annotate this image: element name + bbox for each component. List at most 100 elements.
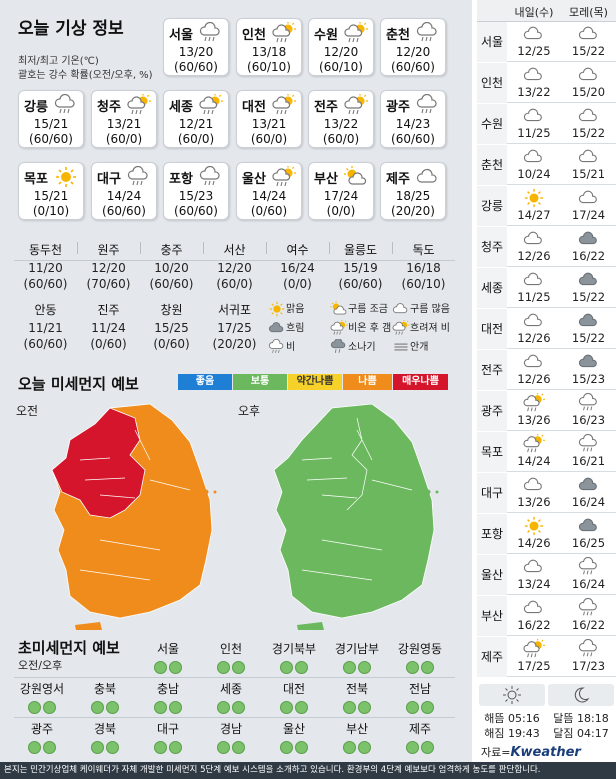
pm-map-am (51, 403, 217, 630)
day2-temp: 16/25 (571, 536, 606, 550)
ultra-city-name: 서울 (156, 642, 180, 656)
mini-city-prob: (60/0) (216, 277, 253, 291)
source-prefix: 자료= (481, 746, 511, 759)
ultra-level-dots (141, 699, 195, 718)
city-prob: (60/0) (177, 132, 215, 146)
sun-icon (269, 301, 285, 317)
pm-level-dot (43, 701, 56, 714)
city-card-2: 수원 12/20 (60/10) (308, 18, 374, 76)
cloud-icon (416, 168, 437, 183)
sun-icon (524, 516, 544, 536)
forecast-city: 청주 (477, 227, 507, 267)
mini-city-2: 충주 10/20 (60/60) (140, 240, 203, 298)
sun-cloud-rain-icon (344, 94, 368, 115)
rain-cloud-icon (578, 393, 597, 411)
city-name: 강릉 (24, 100, 48, 115)
sun-icon (56, 167, 76, 187)
mini-city-prob: (60/60) (338, 277, 383, 291)
pm-pm-label: 오후 (238, 404, 261, 418)
column-divider (329, 242, 330, 254)
day2-cell: 15/20 (561, 63, 616, 103)
column-divider (203, 242, 204, 254)
day2-temp: 15/22 (571, 44, 606, 58)
rain-cloud-icon (127, 166, 148, 186)
legend-item: 구름 많음 (392, 300, 450, 317)
city-temp: 13/22 (323, 117, 359, 131)
forecast-row: 수원 11/25 15/22 (477, 104, 616, 144)
moonrise-text: 달뜸 18:18 (553, 712, 609, 725)
cloud-icon (523, 313, 542, 327)
city-prob: (60/60) (174, 204, 218, 218)
city-prob: (0/0) (326, 204, 356, 218)
legend-label: 구름 많음 (410, 304, 450, 315)
sun-cloud-rain-icon (523, 393, 545, 412)
ultra-city-name: 경북 (93, 722, 117, 736)
day2-temp: 16/21 (571, 454, 606, 468)
column-divider (266, 242, 267, 254)
day1-temp: 11/25 (517, 290, 551, 304)
ultra-city-name: 울산 (282, 722, 306, 736)
sun-cloud-rain-icon (392, 320, 410, 335)
city-temp: 14/24 (251, 189, 287, 203)
city-card-15: 제주 18/25 (20/20) (380, 162, 446, 220)
mini-city-name: 울릉도 (343, 243, 378, 257)
city-prob: (60/60) (29, 132, 73, 146)
pm-map-pm (273, 403, 439, 630)
mini-city-name: 동두천 (28, 243, 63, 257)
am-level-dot (406, 741, 419, 754)
ultra-level-dots (267, 699, 321, 718)
legend-item: 안개 (392, 338, 428, 355)
city-card-4: 강릉 15/21 (60/60) (18, 90, 84, 148)
cloud-icon (578, 149, 597, 163)
forecast-city: 전주 (477, 350, 507, 390)
day1-temp: 14/26 (517, 536, 551, 550)
sun-cloud-rain-icon (199, 94, 223, 115)
mini-city-prob: (60/60) (149, 277, 194, 291)
city-temp: 15/21 (33, 189, 69, 203)
ultra-sub: 오전/오후 (18, 659, 63, 672)
mini-city-name: 여수 (286, 243, 309, 257)
ultra-level-dots (267, 739, 321, 758)
day2-temp: 15/22 (571, 126, 606, 140)
day2-cell: 15/22 (561, 22, 616, 62)
dark-cloud-icon (268, 322, 284, 333)
sun-cloud-rain-icon (272, 22, 296, 43)
mini-city-prob: (60/10) (401, 277, 446, 291)
pm-level-2: 약간나쁨 (288, 374, 342, 390)
city-temp: 13/20 (178, 45, 214, 59)
city-name: 광주 (386, 100, 410, 115)
mini-city-prob: (0/60) (153, 337, 190, 351)
legend-label: 안개 (410, 342, 429, 353)
mini-city-temp: 11/24 (91, 321, 126, 335)
ultra-level-dots (330, 659, 384, 678)
ultra-title: 초미세먼지 예보 (18, 639, 120, 657)
city-temp: 14/23 (395, 117, 431, 131)
city-name: 춘천 (386, 28, 410, 43)
pm-level-dot (232, 661, 245, 674)
mini-city-temp: 17/25 (217, 321, 252, 335)
cloud-icon (392, 303, 408, 314)
row-divider (14, 677, 455, 678)
day2-temp: 15/20 (571, 85, 606, 99)
pm-level-dot (295, 661, 308, 674)
day1-temp: 14/27 (517, 208, 551, 222)
day1-cell: 13/26 (507, 391, 561, 431)
day1-cell: 12/25 (507, 22, 561, 62)
mini-city-name: 서산 (223, 243, 246, 257)
city-temp: 13/21 (251, 117, 287, 131)
day2-cell: 16/22 (561, 596, 616, 636)
day2-temp: 15/22 (571, 290, 606, 304)
mini-city-temp: 15/25 (154, 321, 189, 335)
forecast-city: 포항 (477, 514, 507, 554)
forecast-row: 세종 11/25 15/22 (477, 268, 616, 308)
day1-temp: 13/24 (517, 577, 551, 591)
forecast-row: 목포 14/24 16/21 (477, 432, 616, 472)
legend-item: 소나기 (330, 338, 376, 355)
city-card-9: 광주 14/23 (60/60) (380, 90, 446, 148)
am-level-dot (280, 701, 293, 714)
legend-label: 소나기 (348, 342, 376, 353)
pm-am-label: 오전 (16, 404, 39, 418)
city-name: 대전 (242, 100, 266, 115)
rain-cloud-icon (268, 338, 284, 353)
ultra-city-name: 경남 (219, 722, 243, 736)
